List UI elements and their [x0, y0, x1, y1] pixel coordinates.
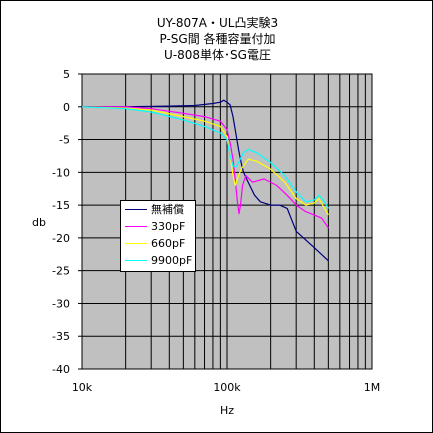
series-line — [81, 106, 329, 209]
y-tick-label: 5 — [63, 68, 70, 81]
y-tick-label: -10 — [52, 166, 70, 179]
legend-item: 660pF — [121, 235, 195, 252]
y-tick-label: -40 — [52, 363, 70, 376]
legend-item: 330pF — [121, 218, 195, 235]
legend-label: 9900pF — [151, 254, 193, 267]
legend-swatch — [125, 226, 147, 227]
y-axis: 5 0 -5 -10 -15 -20 -25 -30 -35 -40 — [52, 68, 82, 376]
y-tick-label: -5 — [59, 134, 70, 147]
legend-swatch — [125, 260, 147, 261]
series-line — [82, 99, 329, 262]
series-line — [82, 106, 329, 229]
chart-title-line-1: UY-807A・UL凸実験3 — [156, 16, 279, 30]
y-axis-label: db — [32, 216, 46, 229]
legend-label: 660pF — [151, 237, 186, 250]
x-axis: 10k 100k 1M — [72, 381, 380, 394]
y-tick-label: 0 — [63, 101, 70, 114]
legend: 無補償 330pF 660pF 9900pF — [120, 200, 196, 272]
legend-item: 9900pF — [121, 252, 195, 269]
y-tick-label: -35 — [52, 330, 70, 343]
y-tick-label: -20 — [52, 232, 70, 245]
y-tick-label: -30 — [52, 297, 70, 310]
series-lines — [81, 99, 329, 262]
chart-title-line-2: P-SG間 各種容量付加 — [159, 32, 276, 46]
x-tick-label: 100k — [213, 381, 241, 394]
legend-swatch — [125, 243, 147, 244]
legend-label: 330pF — [151, 220, 186, 233]
chart-title-line-3: U-808単体･SG電圧 — [164, 48, 271, 62]
x-tick-label: 1M — [364, 381, 381, 394]
x-tick-label: 10k — [72, 381, 93, 394]
y-tick-label: -15 — [52, 199, 70, 212]
x-axis-label: Hz — [220, 404, 234, 417]
legend-label: 無補償 — [151, 203, 184, 216]
y-tick-label: -25 — [52, 265, 70, 278]
series-line — [81, 106, 329, 216]
legend-item: 無補償 — [121, 201, 195, 218]
legend-swatch — [125, 209, 147, 210]
